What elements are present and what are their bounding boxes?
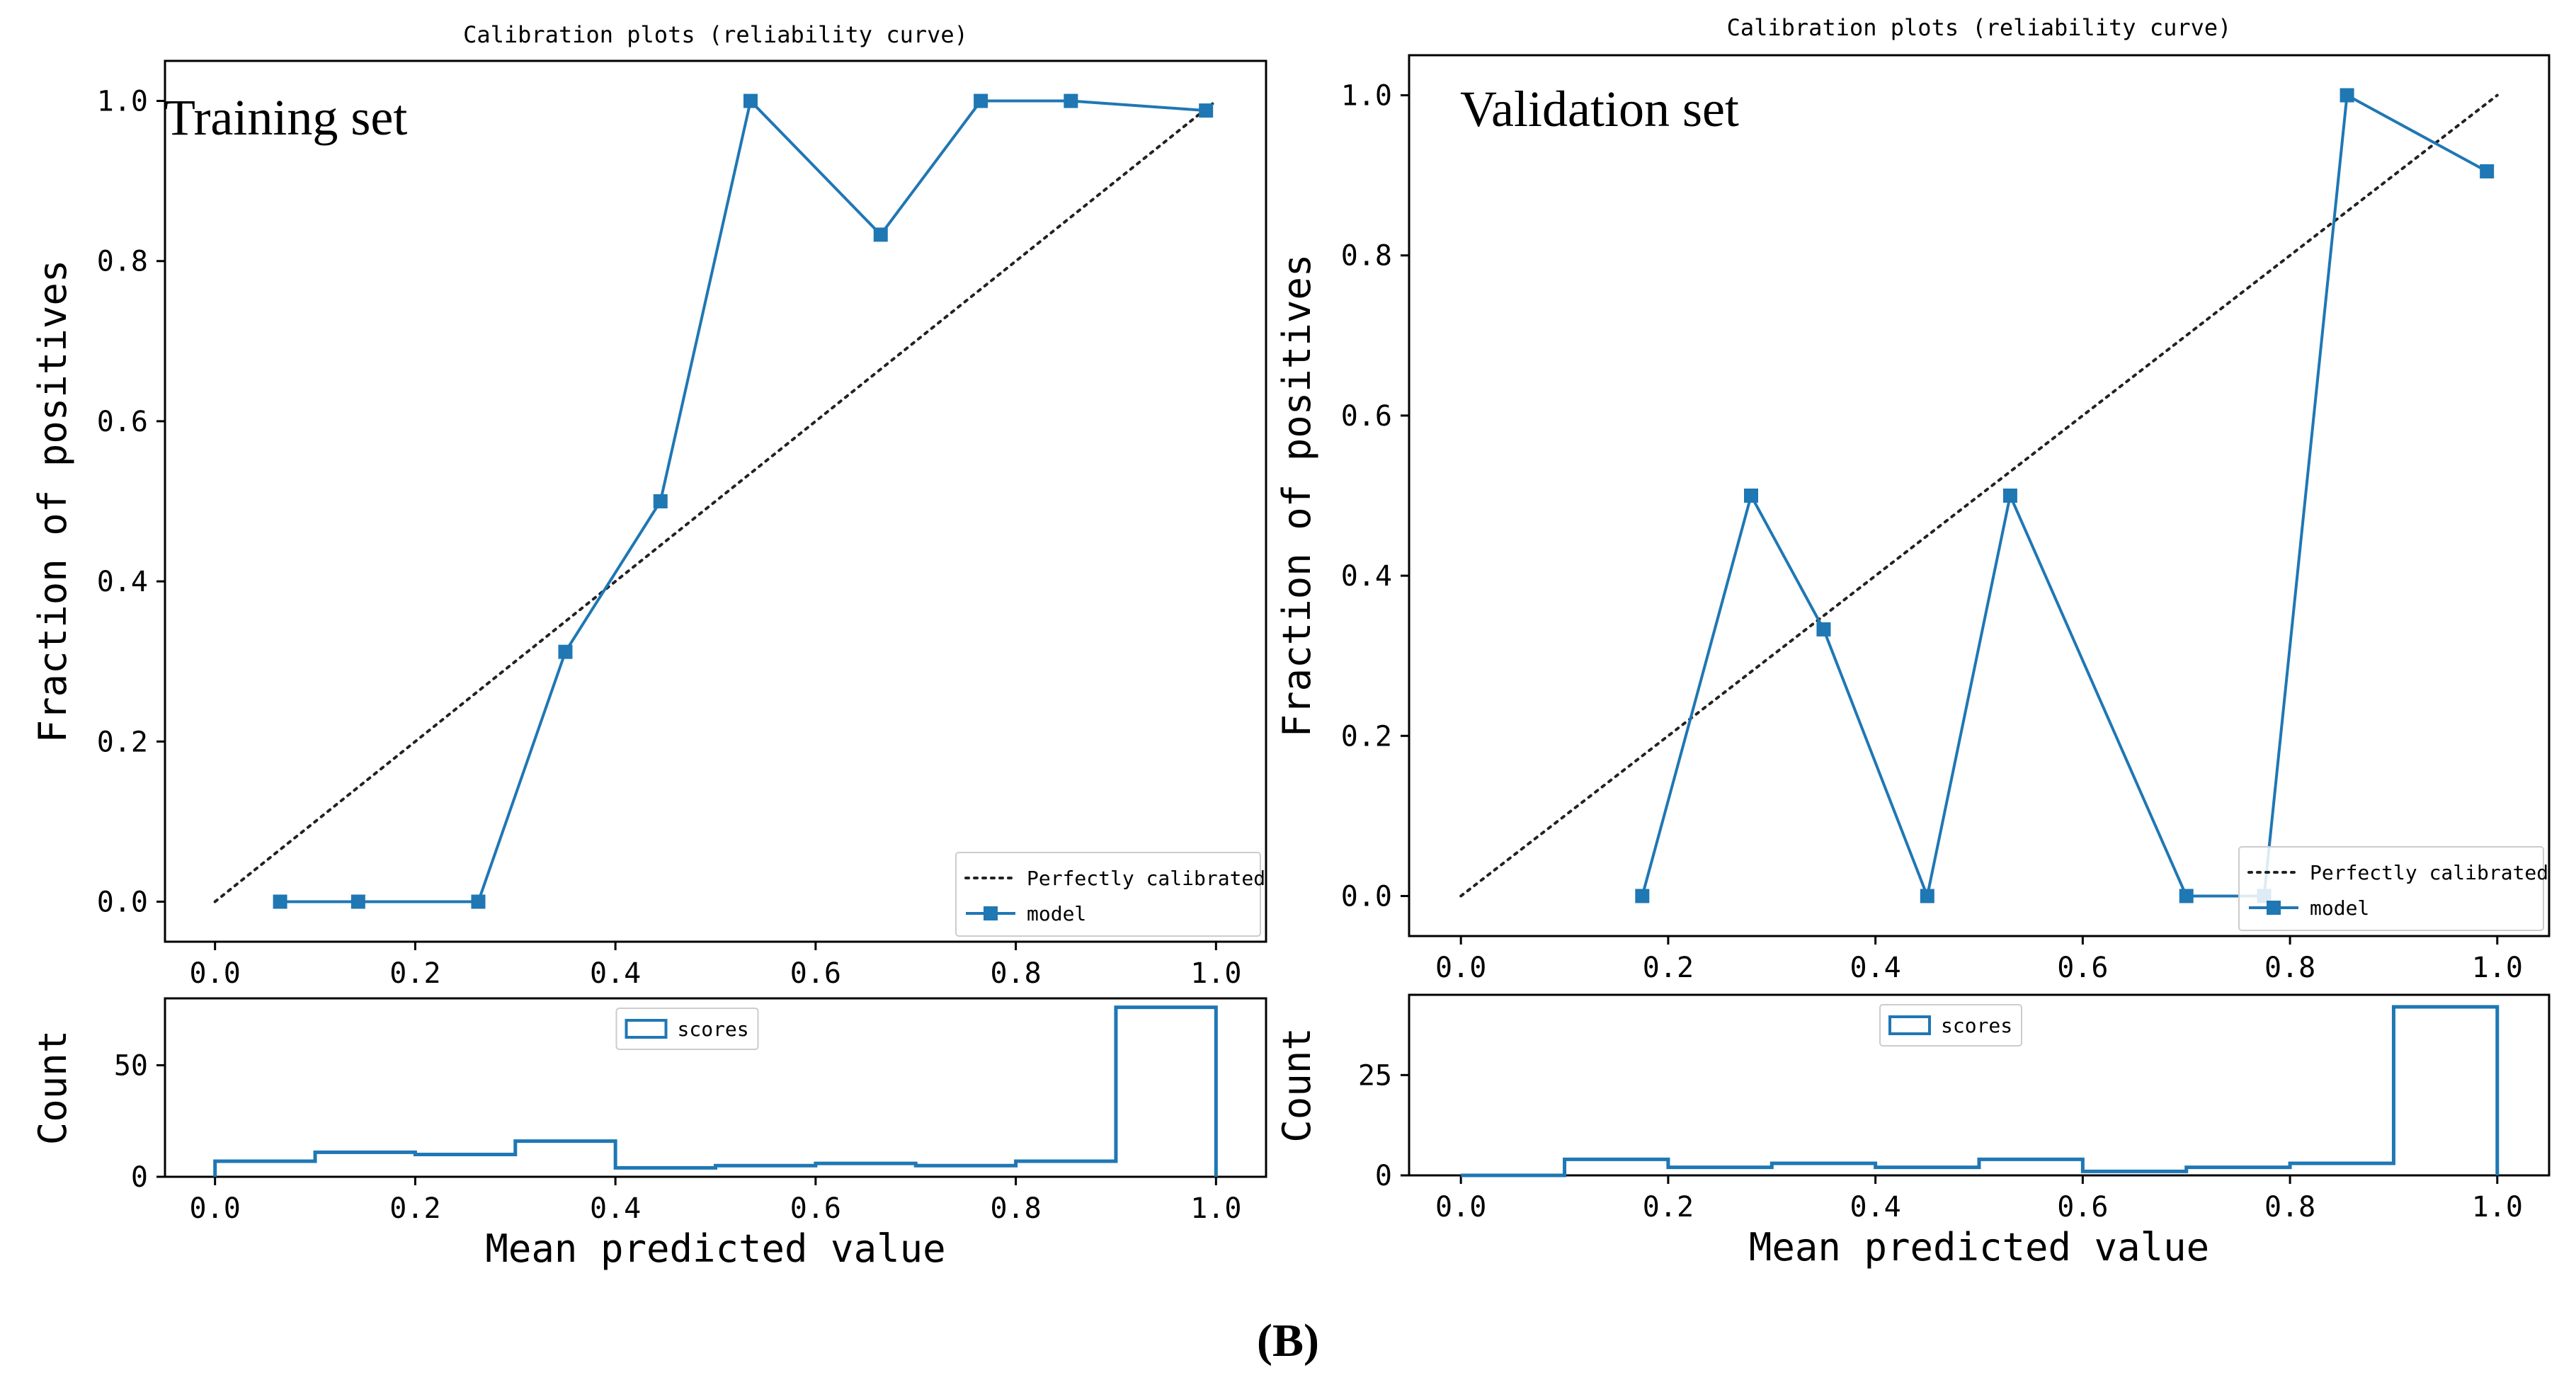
x-tick-label: 0.6 (2057, 952, 2108, 984)
y-tick-label: 0.6 (97, 406, 148, 438)
y-axis-label: Fraction of positives (30, 260, 75, 743)
model-line (280, 98, 1207, 903)
x-tick-label: 0.4 (1850, 952, 1901, 984)
panel-tag: Training set (164, 89, 407, 146)
x-tick-label: 0.2 (389, 1192, 440, 1225)
x-tick-label: 1.0 (1190, 1192, 1241, 1225)
model-point (558, 644, 573, 659)
model-point (1064, 93, 1078, 108)
histogram-step (213, 1005, 1218, 1177)
x-tick-label: 0.6 (790, 1192, 841, 1225)
chart-title: Calibration plots (reliability curve) (1727, 14, 2232, 41)
perfect-calibration-line (1459, 93, 2499, 898)
perfect-calibration-line (213, 99, 1218, 903)
y-tick-label: 0.2 (97, 726, 148, 758)
model-point (2340, 88, 2354, 103)
model-point (873, 227, 888, 242)
y-axis-label: Count (30, 1030, 75, 1146)
y-tick-label: 0.8 (1341, 240, 1392, 273)
y-tick-label: 1.0 (1341, 80, 1392, 113)
legend-label-reference: Perfectly calibrated (1027, 867, 1265, 890)
y-tick-label: 0.0 (97, 886, 148, 918)
legend-box (615, 1008, 759, 1050)
axes-frame (1408, 993, 2551, 1177)
x-tick-label: 0.2 (1643, 952, 1694, 984)
model-point (2179, 889, 2194, 903)
histogram-plot-validation: 0.0 0.2 0.4 0.6 0.8 1.0 0 25 Mean predicted valu… (1275, 993, 2551, 1270)
axes-frame (164, 997, 1267, 1178)
y-axis-label: Count (1275, 1027, 1319, 1143)
calibration-plot-training: Calibration plots (reliability curve) 0.0… (30, 21, 1267, 990)
legend-label-model: model (1027, 902, 1086, 925)
axes-frame (164, 59, 1267, 943)
model-point (471, 894, 486, 909)
calibration-plot-validation: Calibration plots (reliability curve) 0.0… (1275, 14, 2551, 984)
y-tick-label: 0.8 (97, 246, 148, 278)
x-tick-label: 1.0 (2472, 952, 2523, 984)
y-tick-label: 0.4 (1341, 560, 1392, 593)
model-point (1816, 622, 1831, 637)
legend-label-scores: scores (1941, 1014, 2012, 1037)
y-tick-label: 0 (1375, 1160, 1392, 1192)
x-tick-label: 0.6 (790, 957, 841, 990)
legend-box (2238, 846, 2544, 931)
model-point (653, 494, 668, 508)
x-tick-label: 0.4 (1850, 1191, 1901, 1224)
axes-frame (1408, 54, 2551, 937)
model-point (1744, 489, 1758, 503)
legend-swatch-scores (625, 1019, 668, 1039)
legend-swatch-model-marker (984, 906, 998, 920)
model-point (1199, 103, 1214, 118)
y-tick-label: 1.0 (97, 86, 148, 118)
x-axis-label: Mean predicted value (485, 1226, 945, 1271)
x-tick-label: 0.8 (990, 1192, 1041, 1225)
legend-label-scores: scores (678, 1017, 749, 1041)
x-tick-label: 0.8 (990, 957, 1041, 990)
x-tick-label: 0.8 (2264, 952, 2315, 984)
x-tick-label: 0.2 (389, 957, 440, 990)
y-tick-label: 0 (131, 1161, 148, 1194)
legend-box (955, 852, 1261, 937)
x-tick-label: 0.0 (1435, 1191, 1486, 1224)
figure-panel-label: (B) (1257, 1315, 1319, 1367)
legend-box (1879, 1004, 2022, 1047)
panel-tag: Validation set (1460, 81, 1739, 137)
model-point (273, 894, 287, 909)
model-point (2002, 489, 2017, 503)
y-tick-label: 25 (1358, 1059, 1392, 1092)
legend-label-reference: Perfectly calibrated (2310, 861, 2548, 884)
model-point (2480, 164, 2495, 178)
model-point (351, 894, 365, 909)
y-tick-label: 0.4 (97, 566, 148, 598)
x-tick-label: 0.0 (190, 957, 241, 990)
panels: Calibration plots (reliability curve) 0.0… (30, 14, 2551, 1271)
x-tick-label: 0.2 (1643, 1191, 1694, 1224)
model-point (743, 93, 758, 108)
histogram-plot-training: 0.0 0.2 0.4 0.6 0.8 1.0 0 50 Mean predicted valu… (30, 997, 1267, 1271)
x-tick-label: 0.6 (2057, 1191, 2108, 1224)
legend-swatch-scores (1888, 1015, 1931, 1035)
y-tick-label: 50 (114, 1050, 148, 1083)
y-tick-label: 0.6 (1341, 400, 1392, 433)
histogram-step (1461, 1005, 2500, 1177)
legend-swatch-model-marker (2267, 901, 2281, 915)
chart-title: Calibration plots (reliability curve) (463, 21, 968, 48)
y-tick-label: 0.2 (1341, 720, 1392, 753)
y-axis-label: Fraction of positives (1275, 254, 1319, 738)
y-tick-label: 0.0 (1341, 880, 1392, 913)
x-axis-label: Mean predicted value (1749, 1225, 2209, 1270)
model-point (1635, 889, 1650, 903)
legend-label-model: model (2310, 896, 2369, 920)
model-point (1920, 889, 1934, 903)
x-tick-label: 1.0 (1190, 957, 1241, 990)
x-tick-label: 0.0 (1435, 952, 1486, 984)
model-point (974, 93, 988, 108)
x-tick-label: 0.8 (2264, 1191, 2315, 1224)
x-tick-label: 0.4 (590, 957, 641, 990)
x-tick-label: 0.0 (190, 1192, 241, 1225)
x-tick-label: 1.0 (2472, 1191, 2523, 1224)
x-tick-label: 0.4 (590, 1192, 641, 1225)
